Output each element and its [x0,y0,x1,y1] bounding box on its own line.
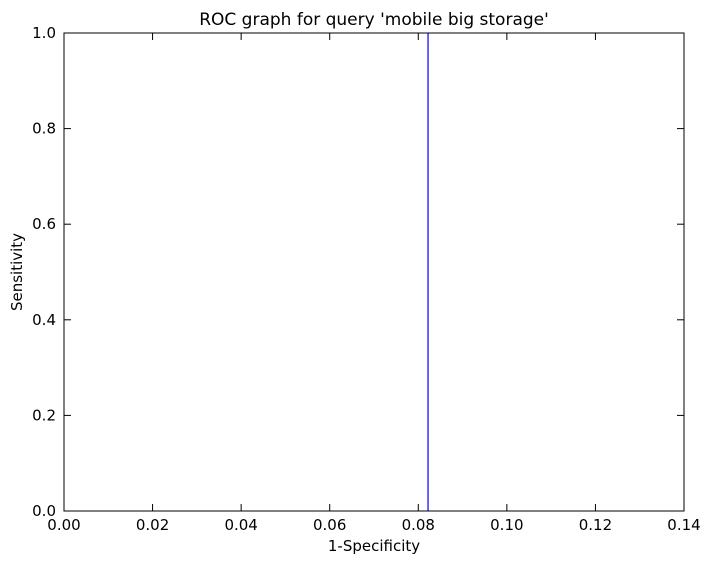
y-tick-label: 0.6 [32,215,56,233]
y-tick-label: 1.0 [32,24,56,42]
x-tick-label: 0.08 [402,516,435,534]
y-tick-label: 0.4 [32,311,56,329]
y-axis-label: Sensitivity [8,233,26,311]
y-tick-label: 0.8 [32,120,56,138]
y-tick-label: 0.2 [32,406,56,424]
chart-title: ROC graph for query 'mobile big storage' [199,10,549,30]
plot-area: 0.00 0.02 0.04 0.06 0.08 0.10 0.12 0.14 0.00.20… [32,24,701,534]
y-axis-ticks: 0.0 0.2 0.4 0.6 0.8 1.0 [32,24,684,520]
x-tick-label: 0.00 [47,516,80,534]
x-axis-ticks: 0.00 0.02 0.04 0.06 0.08 0.10 0.12 0.14 [47,33,701,534]
x-axis-label: 1-Specificity [328,537,420,555]
x-tick-label: 0.06 [313,516,346,534]
x-tick-label: 0.14 [667,516,700,534]
x-tick-label: 0.02 [136,516,169,534]
x-tick-label: 0.12 [579,516,612,534]
plot-background [64,33,684,511]
y-tick-label: 0.0 [32,502,56,520]
x-tick-label: 0.04 [224,516,257,534]
x-tick-label: 0.10 [490,516,523,534]
plot-frame [63,32,685,512]
